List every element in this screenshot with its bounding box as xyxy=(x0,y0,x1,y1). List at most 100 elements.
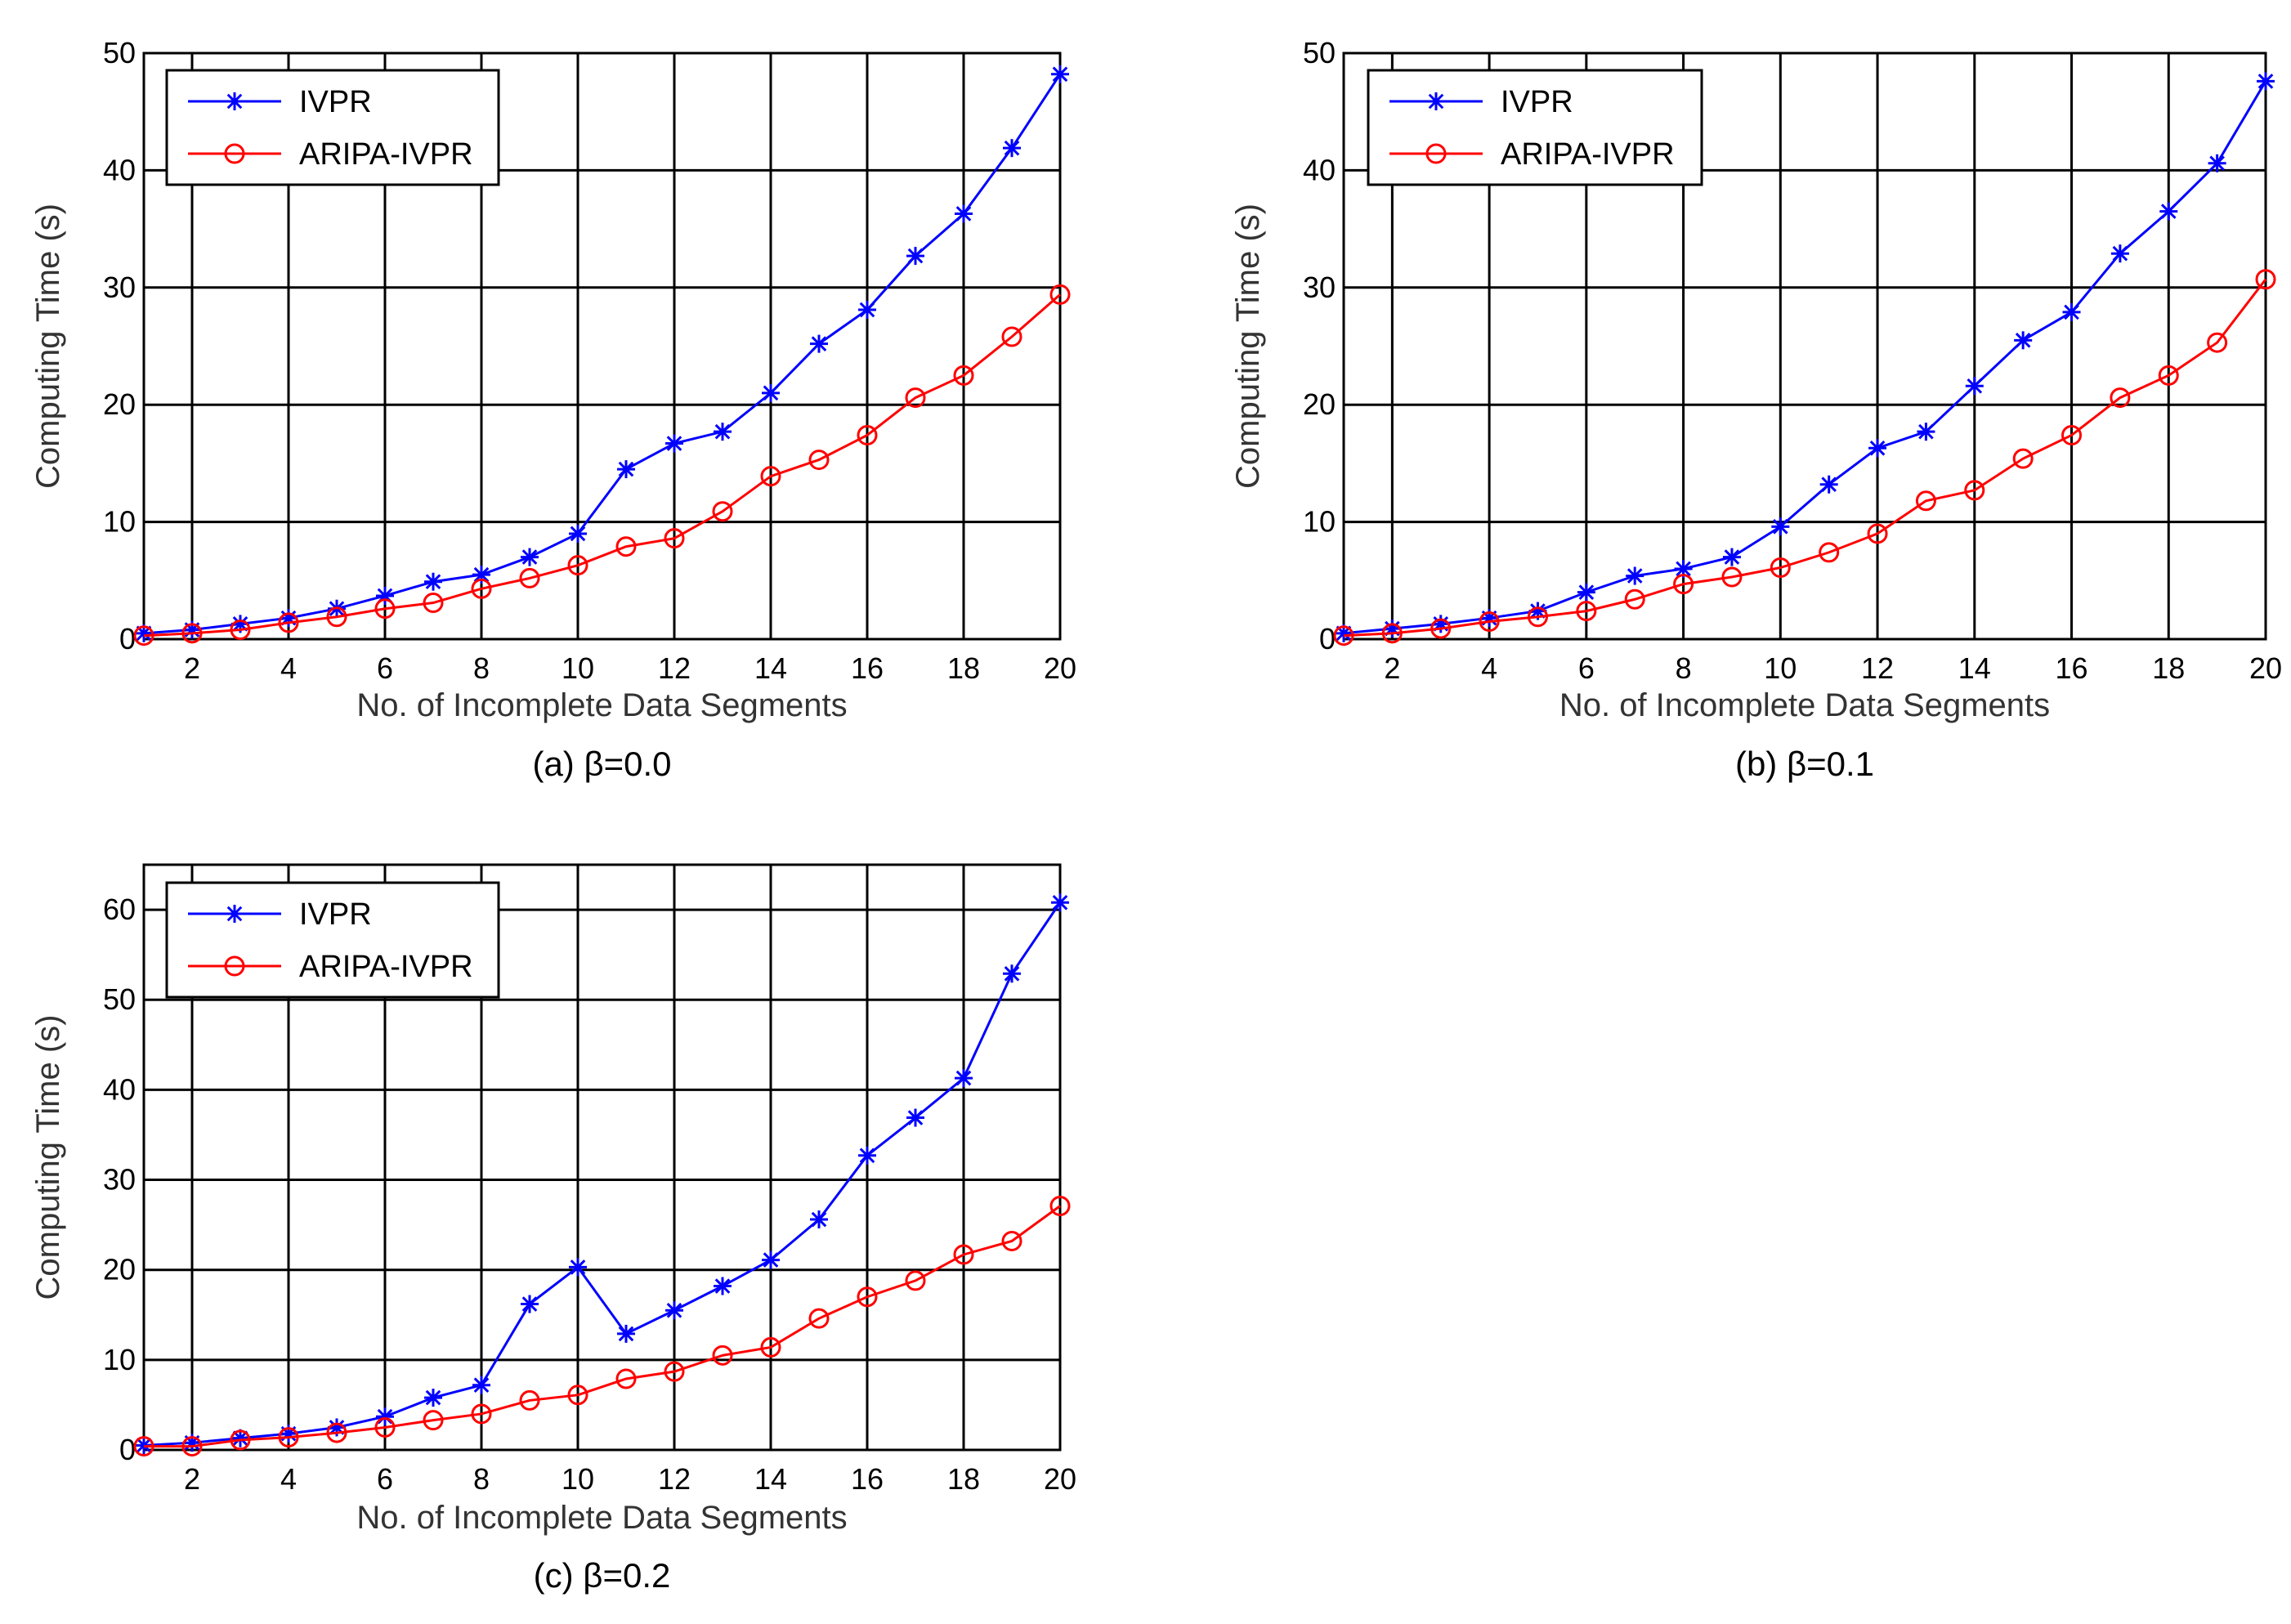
x-tick-label: 14 xyxy=(754,1462,787,1496)
data-point xyxy=(1819,542,1840,563)
data-point xyxy=(1626,566,1644,585)
x-tick-label: 8 xyxy=(473,1462,490,1496)
data-point xyxy=(2255,269,2276,290)
x-tick-label: 12 xyxy=(658,1462,691,1496)
y-tick-label: 50 xyxy=(103,982,136,1016)
data-point xyxy=(810,334,828,353)
data-point xyxy=(1915,490,1936,512)
data-point xyxy=(664,1361,685,1382)
data-point xyxy=(278,1427,299,1448)
data-point xyxy=(471,578,492,599)
data-point xyxy=(712,501,733,522)
data-point xyxy=(567,555,588,576)
data-point xyxy=(712,1344,733,1366)
data-point xyxy=(2110,387,2131,409)
data-point xyxy=(2207,332,2228,353)
x-tick-label: 2 xyxy=(184,651,200,685)
series-markers xyxy=(133,1195,1071,1457)
data-point xyxy=(1430,618,1452,639)
data-point xyxy=(1051,65,1069,83)
data-point xyxy=(714,1277,732,1295)
chart-caption: (c) β=0.2 xyxy=(534,1556,671,1595)
data-point xyxy=(424,1389,442,1407)
data-point xyxy=(1770,557,1791,579)
x-tick-label: 14 xyxy=(1958,651,1991,685)
data-point xyxy=(1673,574,1694,595)
chart-caption: (a) β=0.0 xyxy=(532,745,671,783)
data-point xyxy=(1479,611,1500,632)
y-axis-label: Computing Time (s) xyxy=(30,204,66,489)
data-point xyxy=(1965,377,1984,396)
legend-marker xyxy=(226,905,244,923)
legend-marker xyxy=(1425,143,1447,164)
legend-label: ARIPA-IVPR xyxy=(299,137,473,172)
y-tick-label: 10 xyxy=(1303,505,1336,539)
x-tick-label: 6 xyxy=(1578,651,1595,685)
data-point xyxy=(664,528,685,549)
data-point xyxy=(230,1429,251,1451)
data-point xyxy=(519,567,540,588)
y-tick-label: 60 xyxy=(103,893,136,926)
x-tick-label: 6 xyxy=(377,651,393,685)
y-axis-label: Computing Time (s) xyxy=(1230,204,1266,489)
x-tick-label: 16 xyxy=(851,1462,884,1496)
x-tick-label: 10 xyxy=(1764,651,1797,685)
data-point xyxy=(2062,302,2081,321)
x-tick-label: 10 xyxy=(562,1462,594,1496)
chart-panel-3: 2 4 6 8 10 12 14 16 18 20 0 10 20 30 40 50 60 No. of Inco… xyxy=(30,863,1076,1595)
data-point xyxy=(472,1376,490,1394)
y-tick-label: 40 xyxy=(103,1072,136,1106)
legend-label: IVPR xyxy=(299,85,372,119)
legend-box xyxy=(165,69,500,186)
x-tick-label: 4 xyxy=(1481,651,1497,685)
data-point xyxy=(1868,439,1887,458)
data-point xyxy=(617,1324,635,1343)
data-point xyxy=(810,1210,828,1229)
data-point xyxy=(1049,1195,1071,1216)
data-point xyxy=(858,301,876,320)
data-point xyxy=(1819,475,1838,494)
data-point xyxy=(521,1295,539,1313)
legend-box xyxy=(1367,69,1703,186)
legend-box xyxy=(165,881,500,999)
x-tick-label: 20 xyxy=(2249,651,2282,685)
data-point xyxy=(1624,588,1645,610)
x-tick-label: 10 xyxy=(562,651,594,685)
legend-label: IVPR xyxy=(299,897,372,932)
data-point xyxy=(1051,893,1069,912)
data-point xyxy=(857,424,878,445)
data-point xyxy=(569,1258,587,1277)
x-tick-label: 20 xyxy=(1044,651,1076,685)
data-point xyxy=(181,623,203,644)
x-tick-label: 6 xyxy=(377,1462,393,1496)
legend-label: ARIPA-IVPR xyxy=(1501,137,1675,172)
y-tick-label: 20 xyxy=(103,387,136,421)
y-tick-label: 50 xyxy=(103,36,136,69)
x-tick-label: 16 xyxy=(2056,651,2088,685)
legend-marker xyxy=(226,92,244,110)
y-tick-label: 40 xyxy=(1303,153,1336,186)
data-point xyxy=(615,1368,637,1389)
data-point xyxy=(760,1336,781,1358)
data-point xyxy=(1867,523,1888,544)
data-point xyxy=(1721,566,1743,588)
data-point xyxy=(133,1436,154,1457)
data-point xyxy=(133,625,154,646)
data-point xyxy=(2158,365,2179,386)
data-point xyxy=(374,1416,396,1438)
data-point xyxy=(2159,202,2178,221)
x-tick-label: 12 xyxy=(658,651,691,685)
data-point xyxy=(1577,583,1595,602)
data-point xyxy=(1917,423,1935,441)
legend: IVPR ARIPA-IVPR xyxy=(165,881,500,999)
data-point xyxy=(858,1146,876,1165)
series-markers xyxy=(1333,269,2276,646)
data-point xyxy=(424,572,442,591)
data-point xyxy=(423,593,444,614)
data-point xyxy=(423,1410,444,1431)
data-point xyxy=(955,1069,973,1088)
y-tick-label: 0 xyxy=(119,1433,136,1466)
x-axis-label: No. of Incomplete Data Segments xyxy=(356,1500,847,1536)
y-tick-label: 10 xyxy=(103,505,136,539)
data-point xyxy=(665,434,683,453)
